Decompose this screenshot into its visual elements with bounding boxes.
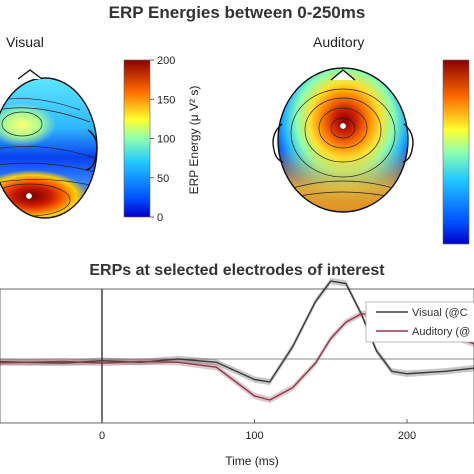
colorbar-tick-label: 50 (157, 173, 169, 185)
legend-entry-auditory: Auditory (@ (412, 326, 470, 338)
x-tick-label: 100 (245, 430, 263, 442)
topomap-auditory (272, 67, 414, 213)
series-line-auditory (0, 313, 474, 401)
colorbar-auditory (442, 59, 470, 245)
colorbar-tick-label: 100 (157, 134, 175, 146)
colorbar-tick-label: 0 (157, 212, 163, 224)
topomap-visual (0, 69, 98, 219)
legend-entry-visual: Visual (@C (412, 307, 468, 319)
colorbar-label: ERP Energy (μ V² s) (187, 86, 201, 195)
colorbar-visual: 0 50 100 150 200 ERP Energy (μ V² s) (123, 55, 201, 224)
colorbar-tick-label: 200 (157, 55, 175, 67)
erp-plot-title: ERPs at selected electrodes of interest (89, 262, 385, 279)
legend: Visual (@C Auditory (@ (365, 301, 474, 343)
series-band-auditory (0, 310, 474, 404)
figure-title: ERP Energies between 0-250ms (108, 3, 366, 22)
colorbar-tick-label: 150 (157, 94, 175, 106)
x-axis-label: Time (ms) (225, 454, 279, 468)
series-band-visual (0, 277, 474, 386)
x-tick-label: 200 (398, 430, 416, 442)
map-label-auditory: Auditory (313, 34, 365, 50)
x-tick-label: 0 (99, 430, 105, 442)
erp-plot: -200-1000100200300400500600700 Visual (@… (0, 277, 474, 468)
map-label-visual: Visual (6, 34, 44, 50)
